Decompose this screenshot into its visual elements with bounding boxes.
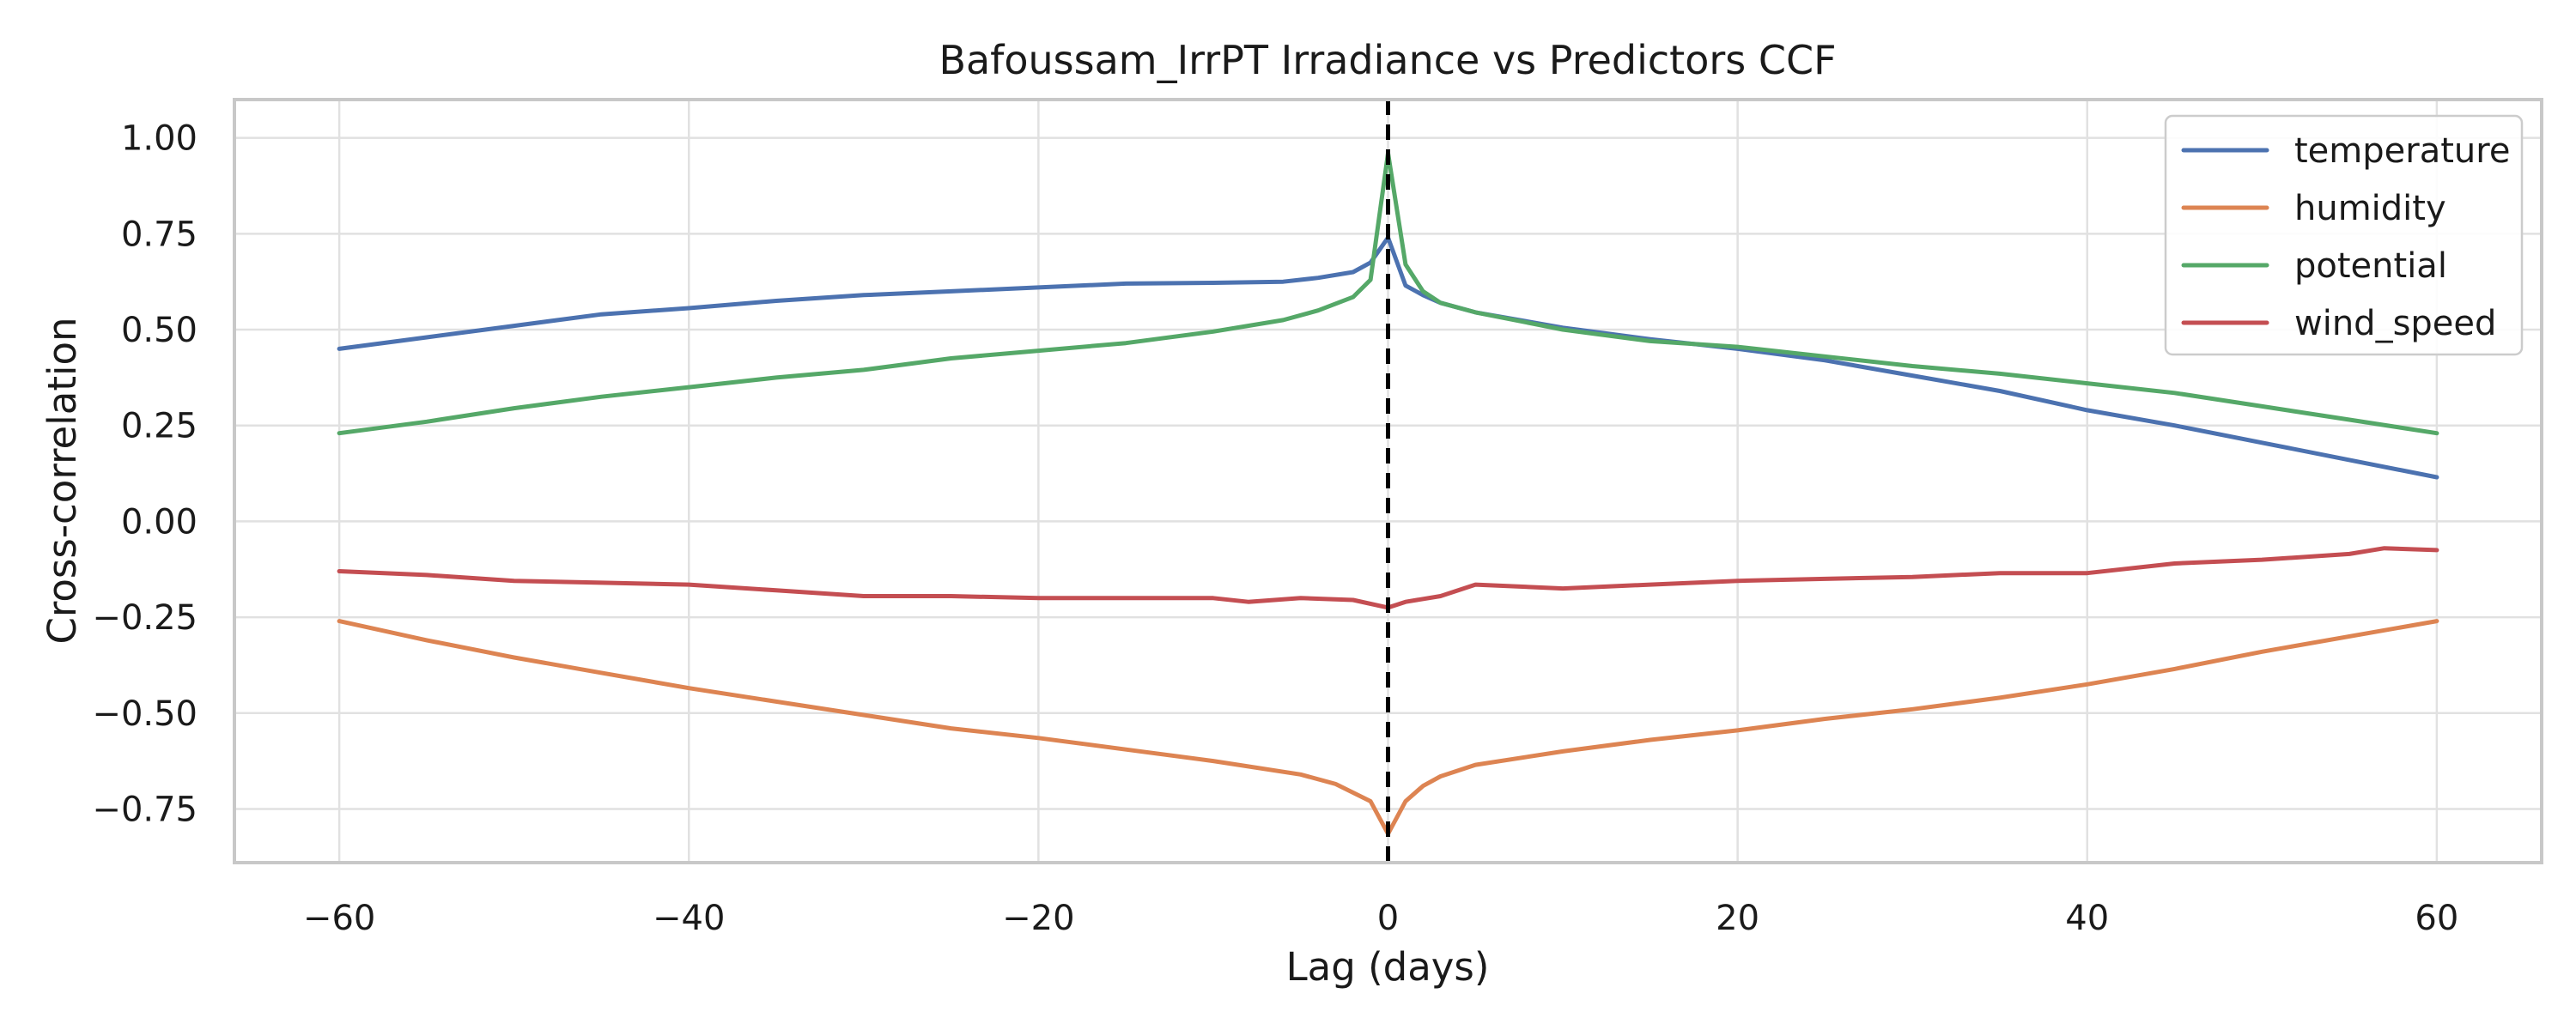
legend-label: potential	[2294, 246, 2447, 286]
legend-label: wind_speed	[2294, 304, 2496, 343]
x-axis-label: Lag (days)	[1286, 944, 1490, 990]
legend-item-temperature[interactable]: temperature	[2181, 131, 2510, 171]
plot-frame	[233, 98, 2543, 864]
y-tick-label: 1.00	[121, 119, 197, 159]
x-tick-label: 0	[1377, 899, 1399, 938]
series-line-humidity	[337, 619, 2439, 836]
series-line-wind-speed	[337, 546, 2439, 610]
y-tick-label: −0.25	[92, 598, 197, 638]
legend-item-humidity[interactable]: humidity	[2181, 189, 2446, 228]
y-tick-label: −0.50	[92, 694, 197, 734]
y-tick-label: 0.25	[121, 407, 197, 446]
legend-box	[2164, 114, 2524, 356]
x-tick-label: −20	[1002, 899, 1074, 938]
y-axis-label: Cross-correlation	[39, 317, 85, 644]
y-tick-label: 0.50	[121, 311, 197, 350]
x-tick-label: 40	[2065, 899, 2109, 938]
legend[interactable]: temperature humidity potential wind_speed	[2164, 114, 2524, 356]
x-tick-label: −40	[653, 899, 725, 938]
chart-title: Bafoussam_IrrPT Irradiance vs Predictors…	[939, 37, 1836, 83]
legend-label: temperature	[2294, 131, 2510, 171]
legend-label: humidity	[2294, 189, 2446, 228]
x-tick-label: −60	[303, 899, 375, 938]
legend-item-wind-speed[interactable]: wind_speed	[2181, 304, 2496, 343]
x-tick-label: 20	[1716, 899, 1759, 938]
y-tick-label: 0.75	[121, 215, 197, 254]
legend-item-potential[interactable]: potential	[2181, 246, 2447, 286]
y-tick-label: 0.00	[121, 502, 197, 542]
tick-labels: −60 −40 −20 0 20 40 60 1.00 0.75 0.50 0.25 0.00 −0.2…	[92, 119, 2458, 938]
x-tick-label: 60	[2415, 899, 2458, 938]
y-tick-label: −0.75	[92, 790, 197, 829]
